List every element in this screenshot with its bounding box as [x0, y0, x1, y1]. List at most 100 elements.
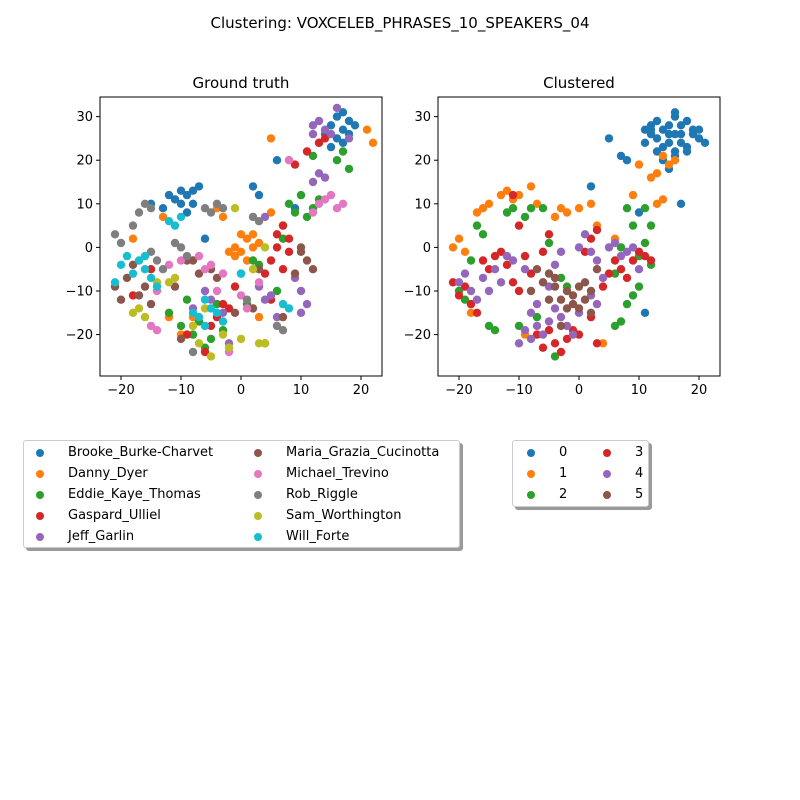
data-point: [176, 334, 186, 344]
data-point: [574, 243, 584, 252]
data-point: [260, 243, 270, 252]
data-point: [574, 282, 584, 291]
data-point: [302, 256, 312, 265]
data-point: [550, 282, 560, 291]
data-point: [260, 212, 270, 222]
data-point: [194, 182, 204, 191]
data-point: [556, 204, 566, 213]
data-point: [134, 304, 144, 313]
data-point: [230, 204, 240, 213]
x-tick-label: 20: [353, 383, 370, 398]
data-point: [284, 247, 294, 256]
data-point: [514, 321, 524, 331]
data-point: [206, 295, 216, 304]
data-point: [218, 317, 228, 326]
data-point: [266, 134, 276, 143]
data-point: [544, 230, 554, 239]
y-tick-label: −20: [404, 328, 431, 343]
data-point: [586, 234, 596, 243]
data-point: [122, 273, 132, 283]
clustered-legend: 0 1 2 3 4 5: [512, 440, 649, 507]
legend-marker: [254, 533, 262, 541]
data-point: [544, 317, 554, 326]
data-point: [472, 308, 482, 317]
legend-label: 4: [635, 466, 644, 481]
data-point: [338, 147, 348, 156]
data-point: [550, 273, 560, 283]
data-point: [230, 282, 240, 291]
data-point: [460, 282, 470, 291]
data-point: [326, 129, 336, 139]
data-point: [158, 212, 168, 222]
data-point: [230, 251, 240, 261]
legend-label: 3: [635, 445, 644, 460]
data-point: [640, 238, 650, 248]
data-point: [622, 299, 632, 309]
data-point: [146, 247, 156, 256]
data-point: [616, 317, 626, 326]
data-point: [622, 273, 632, 283]
data-point: [128, 291, 138, 300]
data-point: [670, 108, 680, 117]
legend-marker: [527, 491, 535, 499]
data-point: [640, 251, 650, 261]
data-point: [664, 129, 674, 139]
data-point: [628, 291, 638, 300]
data-point: [296, 243, 306, 252]
data-point: [176, 256, 186, 265]
data-point: [206, 352, 216, 361]
data-point: [550, 352, 560, 361]
data-point: [182, 330, 192, 339]
x-tick-label: −20: [107, 383, 134, 398]
data-point: [514, 339, 524, 348]
data-point: [146, 204, 156, 213]
legend-label: Brooke_Burke-Charvet: [68, 445, 214, 460]
data-point: [610, 238, 620, 248]
data-point: [224, 343, 234, 352]
data-point: [568, 299, 578, 309]
data-point: [628, 190, 638, 200]
data-point: [646, 221, 656, 230]
legend-marker: [527, 470, 535, 478]
data-point: [484, 321, 494, 331]
clustered-chart: Clustered −20 −10 0 10 20 −20 −10 0 10 20 30: [404, 74, 721, 398]
data-point: [242, 295, 252, 304]
data-point: [176, 321, 186, 331]
data-point: [538, 278, 548, 287]
data-point: [176, 199, 186, 208]
data-point: [538, 343, 548, 352]
data-point: [670, 129, 680, 139]
data-point: [526, 182, 536, 191]
data-point: [478, 273, 488, 283]
y-tick-label: −10: [404, 284, 431, 299]
data-point: [502, 186, 512, 195]
data-point: [146, 321, 156, 331]
data-point: [248, 182, 258, 191]
data-point: [544, 326, 554, 335]
data-point: [652, 134, 662, 143]
data-point: [254, 278, 264, 287]
data-point: [278, 234, 288, 243]
legend-label: Danny_Dyer: [68, 466, 148, 481]
data-point: [338, 108, 348, 117]
data-point: [140, 312, 150, 322]
data-point: [176, 212, 186, 222]
data-point: [212, 199, 222, 208]
data-point: [646, 256, 656, 265]
data-point: [320, 134, 330, 143]
data-point: [496, 190, 506, 200]
data-point: [550, 339, 560, 348]
data-point: [188, 186, 198, 195]
data-point: [248, 265, 258, 274]
data-point: [460, 269, 470, 278]
data-point: [170, 221, 180, 230]
data-point: [610, 321, 620, 331]
data-point: [496, 278, 506, 287]
series-1-0: [586, 108, 710, 317]
legend-label: Maria_Grazia_Cucinotta: [286, 445, 440, 460]
series-0-8: [128, 204, 270, 361]
data-point: [218, 299, 228, 309]
data-point: [188, 308, 198, 317]
data-point: [694, 134, 704, 143]
data-point: [562, 334, 572, 344]
